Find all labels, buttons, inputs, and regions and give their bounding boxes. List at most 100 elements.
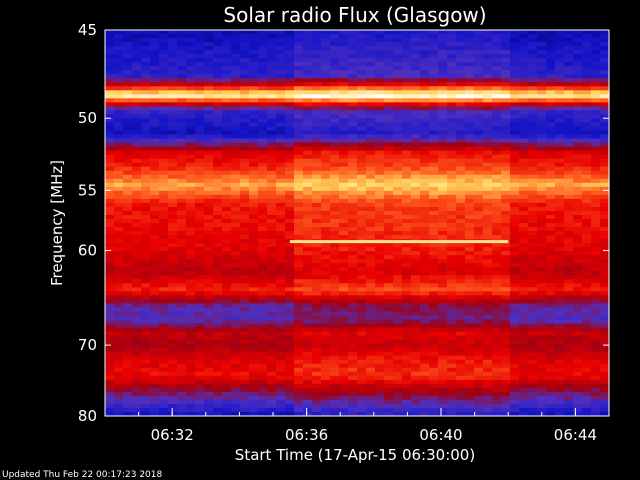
heatmap-cell — [141, 291, 151, 296]
heatmap-cell — [555, 235, 565, 240]
heatmap-cell — [438, 118, 448, 124]
heatmap-cell — [240, 158, 250, 164]
heatmap-cell — [474, 182, 484, 188]
heatmap-cell — [276, 231, 286, 236]
heatmap-cell — [339, 210, 349, 216]
heatmap-cell — [195, 162, 205, 168]
heatmap-cell — [411, 343, 421, 349]
heatmap-cell — [465, 335, 475, 341]
heatmap-cell — [483, 150, 493, 156]
heatmap-cell — [429, 287, 439, 292]
heatmap-cell — [564, 122, 574, 128]
heatmap-cell — [555, 162, 565, 168]
heatmap-cell — [330, 166, 340, 172]
heatmap-cell — [375, 42, 385, 47]
heatmap-cell — [582, 78, 592, 83]
heatmap-cell — [420, 150, 430, 156]
heatmap-cell — [249, 363, 259, 369]
heatmap-cell — [447, 227, 457, 232]
heatmap-cell — [339, 50, 349, 55]
heatmap-cell — [492, 303, 502, 309]
heatmap-cell — [492, 327, 502, 333]
heatmap-cell — [258, 138, 268, 144]
heatmap-cell — [528, 146, 538, 152]
heatmap-cell — [141, 42, 151, 47]
heatmap-cell — [204, 90, 214, 95]
heatmap-cell — [528, 231, 538, 236]
heatmap-cell — [123, 150, 133, 156]
heatmap-cell — [366, 42, 376, 47]
heatmap-cell — [303, 303, 313, 309]
heatmap-cell — [600, 291, 610, 296]
heatmap-cell — [564, 247, 574, 252]
heatmap-cell — [276, 311, 286, 317]
heatmap-cell — [384, 375, 394, 381]
heatmap-cell — [492, 379, 502, 385]
heatmap-cell — [339, 198, 349, 204]
heatmap-cell — [366, 182, 376, 188]
heatmap-cell — [591, 283, 601, 288]
heatmap-cell — [249, 311, 259, 317]
heatmap-cell — [528, 287, 538, 292]
heatmap-cell — [420, 170, 430, 176]
heatmap-cell — [546, 126, 556, 132]
heatmap-cell — [366, 210, 376, 216]
heatmap-cell — [258, 126, 268, 132]
heatmap-cell — [213, 126, 223, 132]
heatmap-cell — [402, 271, 412, 276]
heatmap-cell — [564, 78, 574, 83]
heatmap-cell — [186, 94, 196, 99]
heatmap-cell — [492, 170, 502, 176]
heatmap-cell — [159, 94, 169, 99]
heatmap-cell — [375, 275, 385, 280]
heatmap-cell — [231, 190, 241, 196]
heatmap-cell — [357, 102, 367, 107]
heatmap-cell — [591, 255, 601, 260]
heatmap-cell — [168, 162, 178, 168]
heatmap-cell — [582, 339, 592, 345]
heatmap-cell — [420, 142, 430, 148]
heatmap-cell — [132, 387, 142, 393]
heatmap-cell — [483, 182, 493, 188]
heatmap-cell — [303, 319, 313, 325]
heatmap-cell — [348, 170, 358, 176]
heatmap-cell — [393, 50, 403, 55]
heatmap-cell — [564, 82, 574, 87]
heatmap-cell — [150, 194, 160, 200]
heatmap-cell — [555, 331, 565, 337]
heatmap-cell — [546, 251, 556, 256]
heatmap-cell — [195, 323, 205, 329]
heatmap-cell — [456, 235, 466, 240]
heatmap-cell — [429, 62, 439, 67]
heatmap-cell — [105, 158, 115, 164]
heatmap-cell — [420, 291, 430, 296]
heatmap-cell — [555, 218, 565, 224]
heatmap-cell — [204, 359, 214, 365]
heatmap-cell — [339, 110, 349, 116]
heatmap-cell — [267, 42, 277, 47]
heatmap-cell — [258, 239, 268, 244]
heatmap-cell — [348, 66, 358, 71]
heatmap-cell — [339, 122, 349, 128]
heatmap-cell — [114, 106, 124, 112]
heatmap-cell — [582, 166, 592, 172]
heatmap-cell — [519, 82, 529, 87]
heatmap-cell — [591, 54, 601, 59]
heatmap-cell — [366, 70, 376, 75]
heatmap-cell — [501, 375, 511, 381]
heatmap-cell — [249, 335, 259, 341]
heatmap-cell — [105, 259, 115, 264]
heatmap-cell — [222, 383, 232, 389]
heatmap-cell — [456, 190, 466, 196]
heatmap-cell — [231, 58, 241, 63]
heatmap-cell — [132, 198, 142, 204]
heatmap-cell — [195, 178, 205, 184]
heatmap-cell — [213, 86, 223, 91]
heatmap-cell — [519, 307, 529, 313]
heatmap-cell — [213, 170, 223, 176]
heatmap-cell — [528, 247, 538, 252]
heatmap-cell — [537, 299, 547, 305]
heatmap-cell — [582, 138, 592, 144]
heatmap-cell — [339, 331, 349, 337]
heatmap-cell — [420, 351, 430, 357]
